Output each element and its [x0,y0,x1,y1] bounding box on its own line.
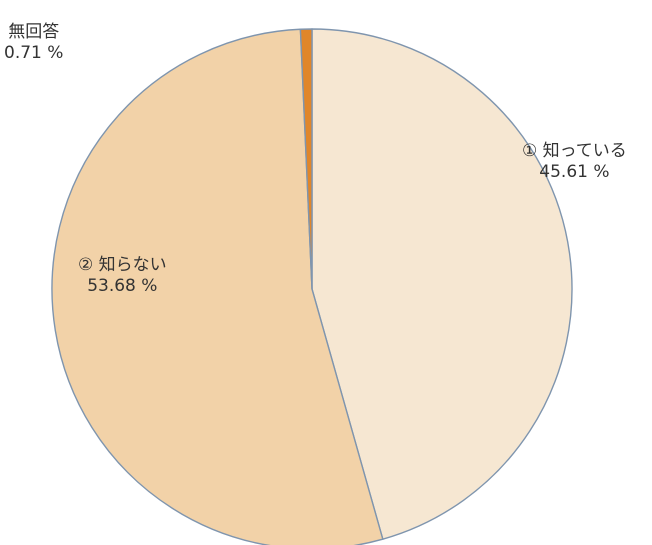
pie-slice-shitteiru [311,28,573,540]
slice-label-name: ① 知っている [522,141,627,161]
slice-label-name: ② 知らない [78,255,167,275]
slice-label-value: 45.61 % [539,162,610,182]
pie-slice-mukaitou [299,28,313,290]
slice-label-shitteiru: ① 知っている 45.61 % [522,141,627,183]
slice-label-name: 無回答 [8,22,60,42]
slice-label-value: 0.71 % [4,43,64,63]
slice-label-shiranai: ② 知らない 53.68 % [78,255,167,297]
pie-slices [51,28,573,545]
slice-label-mukaitou: 無回答 0.71 % [4,22,63,64]
pie-slice-shiranai [51,28,384,545]
slice-label-value: 53.68 % [87,276,158,296]
